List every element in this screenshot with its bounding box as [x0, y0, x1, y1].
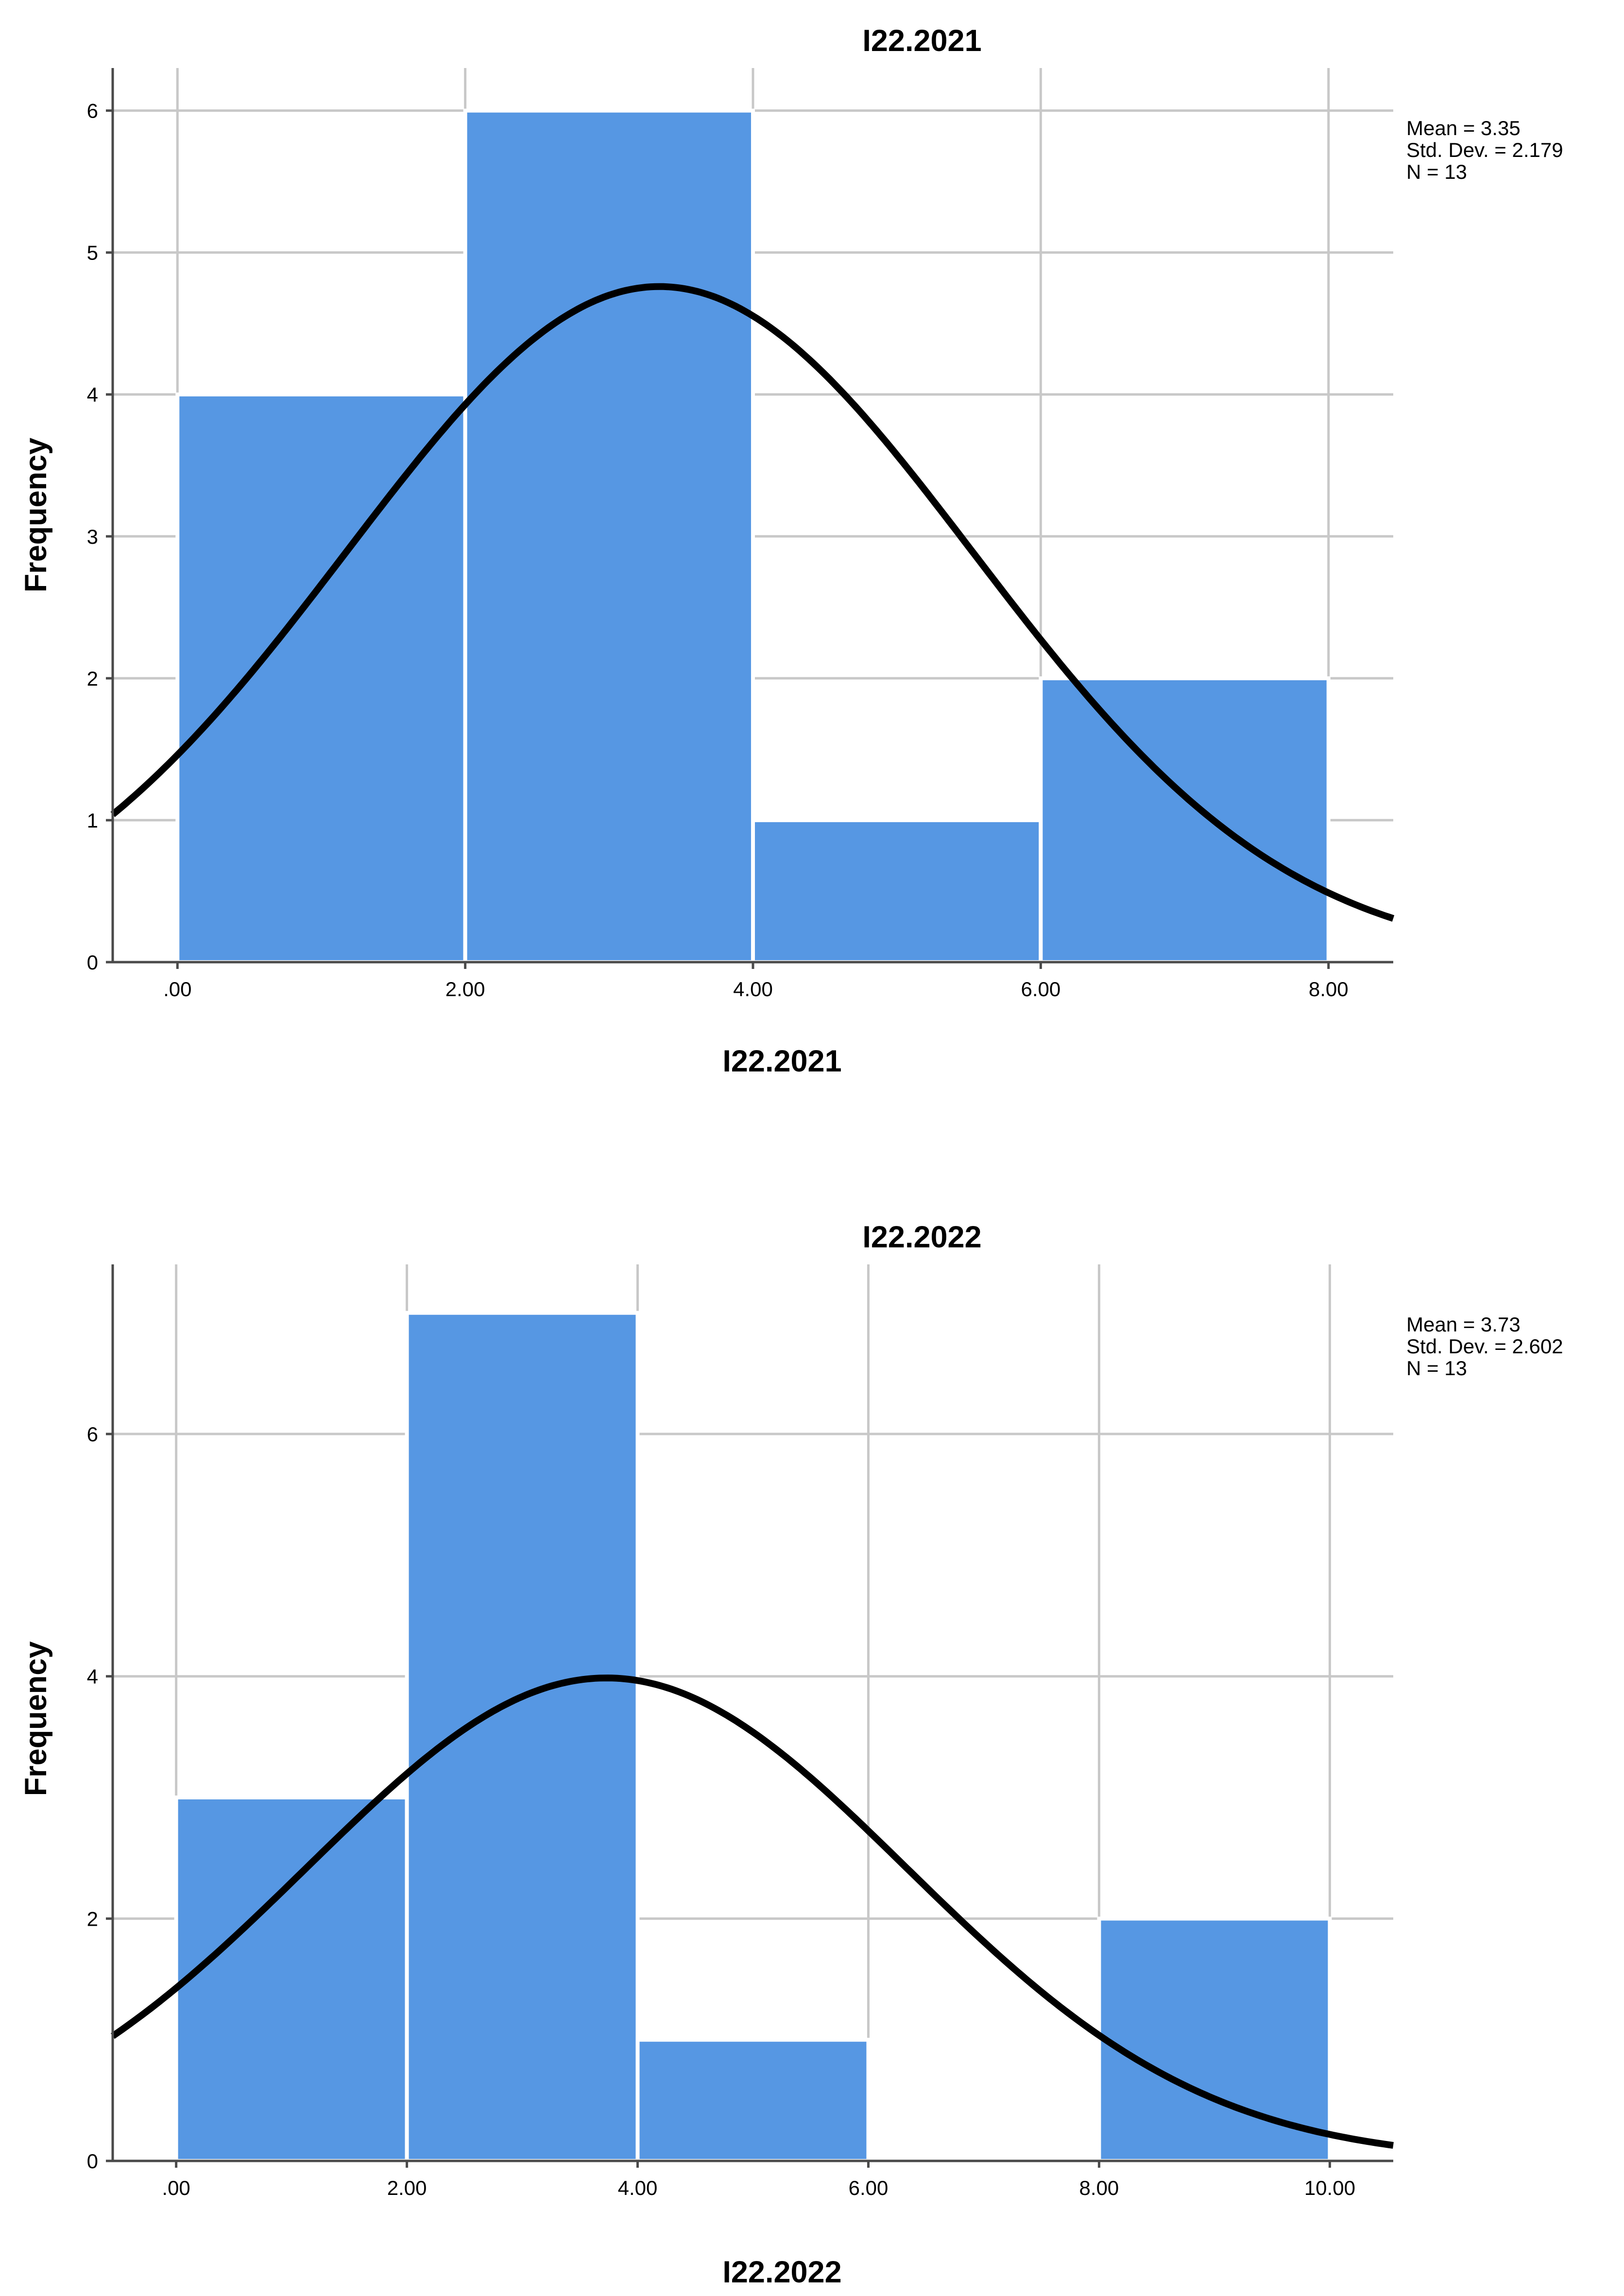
- stat-std-dev: Std. Dev. = 2.179: [1406, 138, 1563, 161]
- y-tick-label: 0: [87, 2150, 98, 2173]
- stat-n: N = 13: [1406, 1357, 1467, 1380]
- x-tick-label: .00: [163, 978, 191, 1001]
- y-tick-label: 4: [87, 383, 98, 406]
- stat-mean: Mean = 3.35: [1406, 117, 1521, 139]
- statistics-legend: Mean = 3.35 Std. Dev. = 2.179 N = 13: [1406, 117, 1563, 183]
- x-tick-label: 6.00: [1021, 978, 1060, 1001]
- normal-curve: [110, 283, 1395, 922]
- histogram-bar: [175, 392, 467, 965]
- y-axis-label: Frequency: [19, 1641, 53, 1796]
- histogram-chart-2022: I22.2022 Frequency I22.2022 Mean = 3.73 …: [19, 1220, 1563, 2289]
- histogram-panel-2022: I22.2022 Frequency I22.2022 Mean = 3.73 …: [0, 1148, 1624, 2296]
- stat-n: N = 13: [1406, 160, 1467, 183]
- histogram-bar: [635, 2037, 871, 2163]
- y-tick-label: 0: [87, 951, 98, 974]
- x-tick-label: 4.00: [618, 2176, 658, 2199]
- bars: [174, 1311, 1332, 2163]
- histogram-panel-2021: I22.2021 Frequency I22.2021 Mean = 3.35 …: [19, 24, 1563, 1078]
- x-tick-label: 6.00: [849, 2176, 889, 2199]
- x-tick-label: .00: [162, 2176, 190, 2199]
- chart-title: I22.2022: [862, 1220, 981, 1254]
- normal-curve-layer: [110, 283, 1395, 922]
- axes: [106, 1264, 1393, 2168]
- bars: [175, 108, 1331, 965]
- x-tick-label: 2.00: [387, 2176, 427, 2199]
- x-tick-label: 8.00: [1079, 2176, 1119, 2199]
- chart-title: I22.2021: [862, 24, 981, 58]
- histogram-bar: [405, 1311, 640, 2163]
- y-tick-label: 2: [87, 667, 98, 690]
- statistics-legend: Mean = 3.73 Std. Dev. = 2.602 N = 13: [1406, 1313, 1563, 1380]
- y-tick-label: 6: [87, 1423, 98, 1446]
- histogram-chart-2021: I22.2021 Frequency I22.2021 Mean = 3.35 …: [19, 24, 1563, 1078]
- stat-std-dev: Std. Dev. = 2.602: [1406, 1335, 1563, 1358]
- y-tick-label: 3: [87, 525, 98, 548]
- y-tick-label: 1: [87, 809, 98, 832]
- histogram-bar: [1097, 1916, 1332, 2163]
- histogram-bar: [751, 818, 1043, 965]
- histogram-bar: [1039, 676, 1331, 965]
- x-axis-label: I22.2021: [722, 1044, 841, 1078]
- y-tick-label: 4: [87, 1665, 98, 1688]
- y-tick-label: 6: [87, 100, 98, 122]
- x-tick-label: 10.00: [1304, 2176, 1355, 2199]
- x-tick-label: 4.00: [733, 978, 773, 1001]
- x-tick-label: 8.00: [1309, 978, 1349, 1001]
- histogram-bar: [174, 1795, 409, 2163]
- stat-mean: Mean = 3.73: [1406, 1313, 1521, 1336]
- x-axis-label: I22.2022: [722, 2255, 841, 2289]
- y-axis-label: Frequency: [19, 438, 53, 593]
- y-tick-label: 2: [87, 1907, 98, 1930]
- normal-curve: [111, 1675, 1394, 2149]
- x-tick-label: 2.00: [445, 978, 485, 1001]
- normal-curve-layer: [111, 1675, 1394, 2149]
- histogram-bar: [463, 108, 755, 965]
- y-tick-label: 5: [87, 242, 98, 264]
- axes: [106, 68, 1393, 969]
